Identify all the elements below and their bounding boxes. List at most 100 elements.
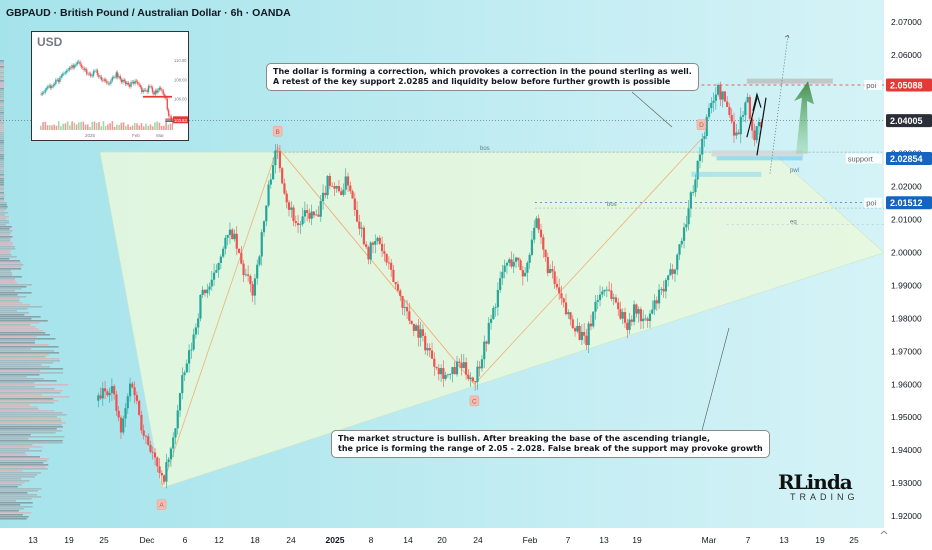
inset-candle: [84, 69, 87, 71]
profile-bar: [0, 154, 4, 156]
candle-bull: [462, 362, 465, 368]
candle-bull: [524, 272, 527, 277]
profile-bar: [0, 296, 27, 298]
inset-candle: [135, 80, 138, 82]
inset-candle: [146, 90, 148, 92]
profile-bar: [0, 402, 54, 404]
candle-bear: [358, 221, 361, 229]
inset-volume-bar: [42, 122, 44, 130]
profile-bar: [0, 420, 62, 422]
inset-candle: [155, 90, 158, 93]
price-tick: 1.94000: [891, 445, 922, 455]
profile-bar: [0, 158, 4, 160]
inset-candle: [131, 81, 134, 83]
profile-bar: [0, 404, 30, 406]
candle-bear: [562, 298, 565, 303]
candle-bull: [664, 280, 667, 292]
candle-bear: [346, 176, 350, 186]
time-tick: 13: [28, 535, 38, 545]
inset-candle: [78, 61, 80, 63]
candle-bull: [124, 408, 127, 419]
candle-bear: [551, 269, 554, 272]
profile-bar: [0, 216, 9, 218]
candle-bull: [446, 374, 450, 376]
candle-bull: [721, 91, 724, 100]
inset-volume-bar: [160, 125, 163, 130]
candle-bull: [480, 359, 484, 369]
time-tick: 19: [64, 535, 74, 545]
inset-candle: [119, 76, 122, 80]
candle-bull: [755, 126, 758, 141]
inset-volume-bar: [163, 125, 165, 130]
candle-bull: [315, 214, 318, 216]
candle-bull: [592, 311, 595, 327]
profile-bar: [0, 400, 59, 402]
candle-bear: [555, 283, 559, 288]
candle-bear: [635, 304, 638, 314]
profile-bar: [0, 206, 8, 208]
inset-candle: [114, 77, 116, 78]
profile-bar: [0, 466, 46, 468]
candle-bull: [492, 307, 495, 320]
candle-bull: [496, 289, 499, 308]
candle-bear: [385, 253, 388, 263]
candle-bear: [144, 435, 148, 437]
candle-bull: [642, 318, 645, 322]
candle-bull: [644, 318, 647, 320]
profile-bar: [0, 444, 33, 446]
profile-bar: [0, 476, 35, 478]
candle-bull: [269, 179, 272, 185]
inset-candle: [56, 79, 58, 81]
profile-bar: [0, 60, 4, 62]
candle-bull: [687, 208, 690, 225]
candle-bear: [671, 269, 674, 274]
settings-icon[interactable]: [880, 530, 888, 535]
profile-bar: [0, 134, 4, 136]
inset-candle: [92, 71, 95, 76]
profile-bar: [0, 460, 48, 462]
inset-candle: [41, 92, 44, 95]
price-label-box: [886, 152, 932, 166]
candle-bull: [187, 350, 191, 364]
profile-bar: [0, 324, 31, 326]
profile-bar: [0, 118, 4, 120]
profile-bar: [0, 186, 4, 188]
candle-bull: [199, 294, 202, 319]
candle-bear: [99, 395, 102, 399]
profile-bar: [0, 254, 12, 256]
profile-bar: [0, 94, 4, 96]
candle-bear: [723, 91, 727, 102]
candle-bear: [396, 284, 400, 291]
candle-bull: [426, 347, 429, 351]
candle-bear: [380, 243, 384, 252]
point-c-marker: [469, 395, 480, 407]
candle-bear: [428, 347, 431, 351]
inset-candle: [157, 89, 159, 93]
profile-bar: [0, 80, 4, 82]
profile-bar: [0, 458, 49, 460]
inset-candle: [158, 87, 160, 90]
inset-candle: [151, 87, 154, 93]
price-tick: 1.92000: [891, 511, 922, 521]
inset-volume-bar: [102, 121, 105, 130]
inset-candle: [110, 80, 112, 84]
inset-candle: [111, 77, 113, 81]
inset-candle: [112, 77, 115, 78]
inset-candle: [122, 79, 124, 83]
candle-bull: [512, 261, 515, 267]
profile-bar: [0, 338, 56, 340]
inset-volume-bar: [82, 121, 85, 130]
inset-candle: [65, 70, 68, 73]
level-tag-box: [845, 153, 882, 164]
inset-candle: [116, 72, 119, 78]
profile-bar: [0, 330, 43, 332]
profile-bar: [0, 432, 56, 434]
candle-bull: [342, 189, 345, 195]
profile-bar: [0, 308, 28, 310]
price-label: 2.01512: [890, 198, 923, 208]
candle-bull: [712, 100, 715, 103]
inset-candle: [154, 90, 156, 95]
profile-bar: [0, 122, 4, 124]
candle-bear: [140, 414, 143, 431]
